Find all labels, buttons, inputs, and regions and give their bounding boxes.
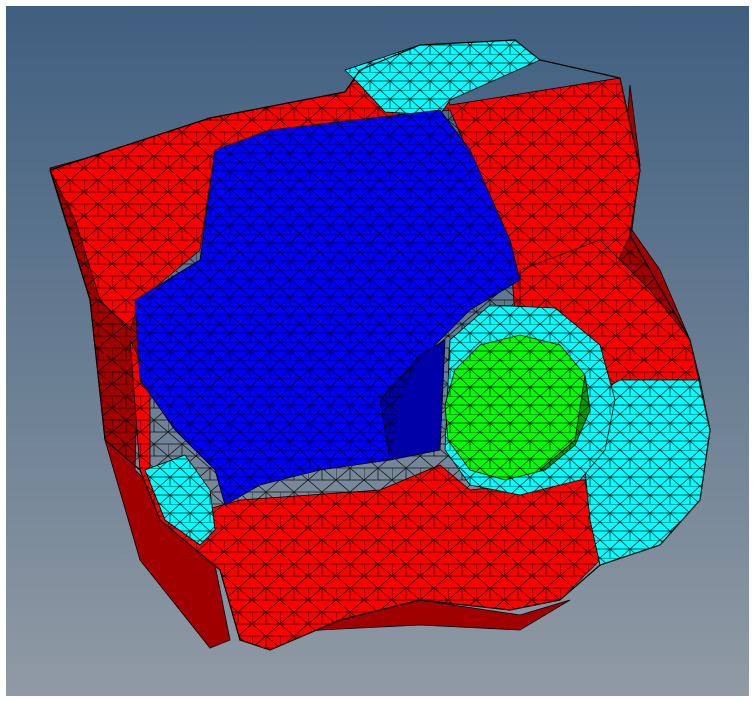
concave-face-mesh: [135, 110, 520, 505]
spherical-inclusion-mesh: [445, 335, 590, 480]
model-outline: [49, 39, 711, 651]
mesh-model[interactable]: [49, 39, 711, 651]
